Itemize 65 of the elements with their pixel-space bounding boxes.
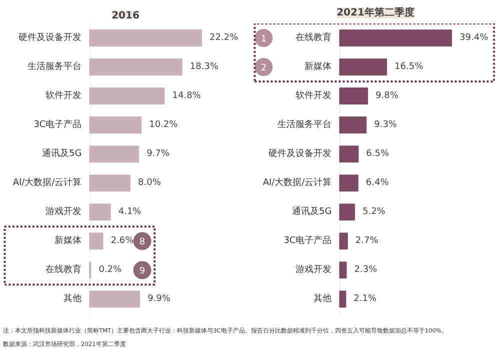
- bar: [339, 58, 388, 76]
- data-label: 4.1%: [118, 207, 142, 218]
- y-tick-label: 通讯及5G: [292, 206, 332, 218]
- bar: [89, 204, 111, 221]
- bar: [89, 146, 140, 163]
- chart-title: 2021年第二季度: [336, 6, 414, 18]
- data-label: 8.0%: [138, 178, 162, 188]
- text: 2: [260, 64, 267, 74]
- y-tick-label: 硬件及设备开发: [268, 148, 332, 160]
- bar: [89, 290, 140, 308]
- data-label: 6.4%: [366, 178, 390, 188]
- bar: [89, 116, 142, 134]
- y-tick-label: 生活服务平台: [28, 61, 82, 72]
- bar: [89, 30, 202, 46]
- bar: [339, 116, 367, 134]
- y-tick-label: 游戏开发: [46, 206, 82, 218]
- bar: [339, 30, 452, 46]
- y-tick-label: 通讯及5G: [42, 148, 82, 160]
- y-tick-label: 在线教育: [46, 264, 82, 276]
- bar: [339, 174, 358, 192]
- bar: [339, 204, 355, 221]
- bar: [339, 146, 359, 163]
- text: 1: [260, 34, 267, 45]
- data-label: 6.5%: [366, 149, 390, 160]
- data-label: 2.6%: [110, 236, 134, 246]
- y-tick-label: AI/大数据/云计算: [262, 177, 332, 188]
- data-label: 5.2%: [362, 207, 386, 218]
- y-tick-label: 3C电子产品: [34, 119, 82, 130]
- y-tick-label: 游戏开发: [296, 264, 332, 276]
- data-label: 18.3%: [190, 62, 219, 72]
- data-label: 0.2%: [98, 265, 122, 276]
- y-tick-label: 其他: [64, 293, 82, 304]
- bar: [89, 232, 104, 250]
- bar: [339, 290, 346, 308]
- data-label: 39.4%: [460, 33, 489, 44]
- data-label: 9.7%: [146, 149, 170, 160]
- data-label: 16.5%: [394, 62, 424, 72]
- y-tick-label: 软件开发: [46, 90, 82, 102]
- bar: [339, 262, 347, 279]
- y-tick-label: 生活服务平台: [278, 119, 332, 130]
- bar: [89, 88, 165, 104]
- y-tick-label: 其他: [314, 293, 332, 304]
- y-tick-label: 在线教育: [296, 32, 332, 44]
- data-label: 14.8%: [172, 91, 202, 102]
- bar: [89, 174, 131, 192]
- data-label: 2.3%: [354, 265, 378, 276]
- data-label: 2.1%: [354, 294, 377, 304]
- y-tick-label: 3C电子产品: [284, 235, 332, 246]
- data-label: 22.2%: [210, 33, 239, 44]
- data-label: 2.7%: [355, 236, 379, 246]
- bar: [89, 58, 182, 76]
- data-label: 10.2%: [149, 120, 178, 130]
- y-tick-label: AI/大数据/云计算: [12, 177, 82, 188]
- y-tick-label: 软件开发: [296, 90, 332, 102]
- annotation: 8: [139, 238, 146, 248]
- data-label: 9.9%: [148, 294, 171, 304]
- data-label: 9.8%: [376, 91, 399, 102]
- y-tick-label: 新媒体: [304, 61, 332, 72]
- bar: [339, 88, 368, 104]
- annotation: 9: [139, 266, 146, 277]
- chart-title: 2016: [112, 10, 140, 22]
- y-tick-label: 硬件及设备开发: [18, 32, 82, 44]
- data-label: 9.3%: [374, 120, 398, 130]
- y-tick-label: 新媒体: [54, 235, 82, 246]
- bar: [339, 232, 348, 250]
